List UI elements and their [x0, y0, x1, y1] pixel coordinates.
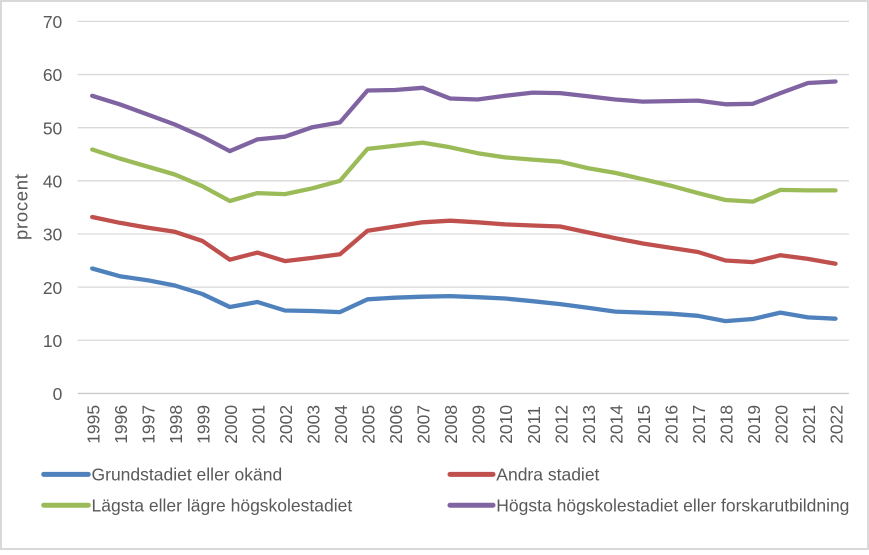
svg-text:20: 20	[43, 278, 63, 298]
svg-text:50: 50	[43, 118, 63, 138]
svg-text:1999: 1999	[193, 405, 213, 444]
svg-text:Högsta högskolestadiet eller f: Högsta högskolestadiet eller forskarutbi…	[496, 495, 849, 515]
svg-text:2015: 2015	[634, 405, 654, 444]
svg-text:30: 30	[43, 225, 63, 245]
svg-text:2006: 2006	[386, 405, 406, 444]
svg-text:70: 70	[43, 12, 63, 32]
svg-text:2014: 2014	[606, 405, 626, 444]
svg-text:2018: 2018	[717, 405, 737, 444]
svg-text:2019: 2019	[744, 405, 764, 444]
svg-text:procent: procent	[11, 173, 32, 240]
svg-text:2016: 2016	[661, 405, 681, 444]
svg-text:2010: 2010	[496, 405, 516, 444]
svg-text:60: 60	[43, 65, 63, 85]
svg-text:2021: 2021	[799, 405, 819, 444]
svg-text:2007: 2007	[414, 405, 434, 444]
svg-text:2020: 2020	[772, 405, 792, 444]
svg-text:2003: 2003	[304, 405, 324, 444]
svg-text:1995: 1995	[83, 405, 103, 444]
svg-text:2009: 2009	[469, 405, 489, 444]
svg-text:Grundstadiet eller okänd: Grundstadiet eller okänd	[92, 465, 283, 485]
svg-text:2002: 2002	[276, 405, 296, 444]
svg-text:2022: 2022	[827, 405, 847, 444]
svg-text:2013: 2013	[579, 405, 599, 444]
svg-text:2012: 2012	[551, 405, 571, 444]
svg-text:40: 40	[43, 172, 63, 192]
svg-text:2008: 2008	[441, 405, 461, 444]
svg-text:1997: 1997	[138, 405, 158, 444]
svg-text:2005: 2005	[359, 405, 379, 444]
svg-text:Lägsta eller lägre högskolesta: Lägsta eller lägre högskolestadiet	[92, 495, 353, 515]
svg-text:2001: 2001	[249, 405, 269, 444]
svg-text:10: 10	[43, 331, 63, 351]
svg-text:2000: 2000	[221, 405, 241, 444]
svg-text:2004: 2004	[331, 405, 351, 444]
svg-text:Andra stadiet: Andra stadiet	[496, 465, 599, 485]
svg-text:0: 0	[53, 384, 63, 404]
svg-text:2011: 2011	[524, 406, 544, 444]
svg-text:1998: 1998	[166, 405, 186, 444]
svg-text:2017: 2017	[689, 405, 709, 444]
svg-text:1996: 1996	[111, 405, 131, 444]
